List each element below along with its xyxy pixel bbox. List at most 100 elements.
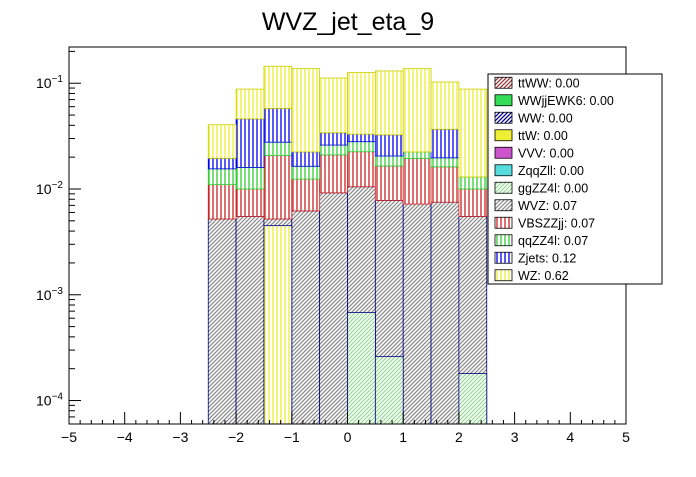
bar-WZ [319,77,348,134]
overlay-layer [263,225,488,425]
bar-VBSZZjj [291,178,321,212]
bar-WZ [263,65,293,109]
legend-label: WW: 0.00 [518,111,573,125]
bar-VBSZZjj [207,184,237,220]
legend-swatch [494,129,513,142]
y-axis: 10−4 10−3 10−2 10−1 [36,50,81,425]
bar-Zjets [374,134,404,157]
x-tick-label: 5 [622,429,630,445]
bar-WZ [458,88,488,178]
legend-entry: ttW: 0.00 [494,129,568,143]
legend-entry: WZ: 0.62 [494,269,569,283]
legend-entry: ZqqZll: 0.00 [494,164,584,178]
overlay-ggZZ4l [347,312,488,425]
legend-swatch [494,94,513,107]
legend-label: ttW: 0.00 [518,129,568,143]
bar-qqZZ4l [347,141,376,153]
legend-entry: qqZZ4l: 0.07 [494,234,588,248]
legend-swatch [494,146,513,159]
legend-swatch [494,164,513,177]
legend-label: WVZ: 0.07 [518,199,577,213]
legend-label: ggZZ4l: 0.00 [518,181,588,195]
legend: ttWW: 0.00 WWjjEWK6: 0.00 WW: 0.00 ttW: 0.0… [487,73,663,285]
legend-entry: ttWW: 0.00 [494,76,580,90]
bar-qqZZ4l [235,167,265,190]
bar-WVZ [430,201,460,425]
bar-qqZZ4l [402,151,432,159]
bar-Zjets [291,151,321,167]
bar-qqZZ4l [207,168,237,186]
bar-WZ [235,88,265,120]
bar-Zjets [430,128,460,159]
bar-ttW [263,225,293,425]
legend-label: ZqqZll: 0.00 [518,164,584,178]
bar-qqZZ4l [458,176,488,190]
bar-WVZ [235,216,265,425]
bar-ggZZ4l [347,312,376,425]
bar-qqZZ4l [291,165,321,180]
bar-qqZZ4l [319,144,348,156]
x-tick-label: −1 [284,429,300,445]
bar-WZ [347,72,376,135]
legend-entry: ggZZ4l: 0.00 [494,181,588,195]
bar-VBSZZjj [458,188,488,217]
legend-swatch [494,111,513,124]
x-tick-label: 0 [344,429,352,445]
x-tick-label: 4 [566,429,574,445]
bar-VBSZZjj [374,165,404,201]
bar-qqZZ4l [263,141,293,156]
series-WZ [207,65,488,178]
bar-VBSZZjj [402,158,432,205]
bar-ggZZ4l [458,373,488,425]
bar-Zjets [319,132,348,146]
legend-entry: VBSZZjj: 0.07 [494,216,595,230]
legend-entry: WVZ: 0.07 [494,199,577,213]
bar-VBSZZjj [347,151,376,188]
bar-VBSZZjj [319,154,348,194]
legend-label: WZ: 0.62 [518,269,569,283]
y-tick-label: 10−4 [36,392,63,409]
y-tick-label: 10−2 [36,180,63,197]
series-VBSZZjj [207,151,488,220]
legend-box [487,73,663,285]
bar-VBSZZjj [430,166,460,203]
legend-label: VBSZZjj: 0.07 [518,216,595,230]
legend-swatch [494,181,513,194]
bar-Zjets [347,133,376,143]
bar-VBSZZjj [235,188,265,217]
x-tick-label: −3 [172,429,188,445]
bar-VBSZZjj [263,155,293,220]
overlay-ttW [263,225,293,425]
bar-WZ [402,68,432,153]
x-tick-label: 1 [399,429,407,445]
bar-ggZZ4l [374,356,404,425]
bar-WZ [430,81,460,130]
bar-Zjets [235,118,265,168]
legend-swatch [494,269,513,282]
y-tick-label: 10−3 [36,286,63,303]
legend-label: WWjjEWK6: 0.00 [518,94,614,108]
legend-entry: VVV: 0.00 [494,146,574,160]
x-tick-label: 3 [511,429,519,445]
bar-WVZ [291,210,321,425]
bar-qqZZ4l [430,157,460,168]
legend-swatch [494,251,513,264]
legend-swatch [494,199,513,212]
legend-label: ttWW: 0.00 [518,76,580,90]
x-tick-label: 2 [455,429,463,445]
bar-WVZ [207,218,237,425]
x-tick-label: −2 [228,429,244,445]
series-qqZZ4l [207,141,488,190]
legend-label: VVV: 0.00 [518,146,574,160]
legend-label: qqZZ4l: 0.07 [518,234,588,248]
legend-swatch [494,234,513,247]
chart-title: WVZ_jet_eta_9 [262,8,434,36]
legend-swatch [494,216,513,229]
bar-WVZ [402,203,432,425]
x-tick-label: −5 [61,429,77,445]
bar-qqZZ4l [374,155,404,167]
bar-WVZ [319,192,348,425]
legend-entry: Zjets: 0.12 [494,251,576,265]
